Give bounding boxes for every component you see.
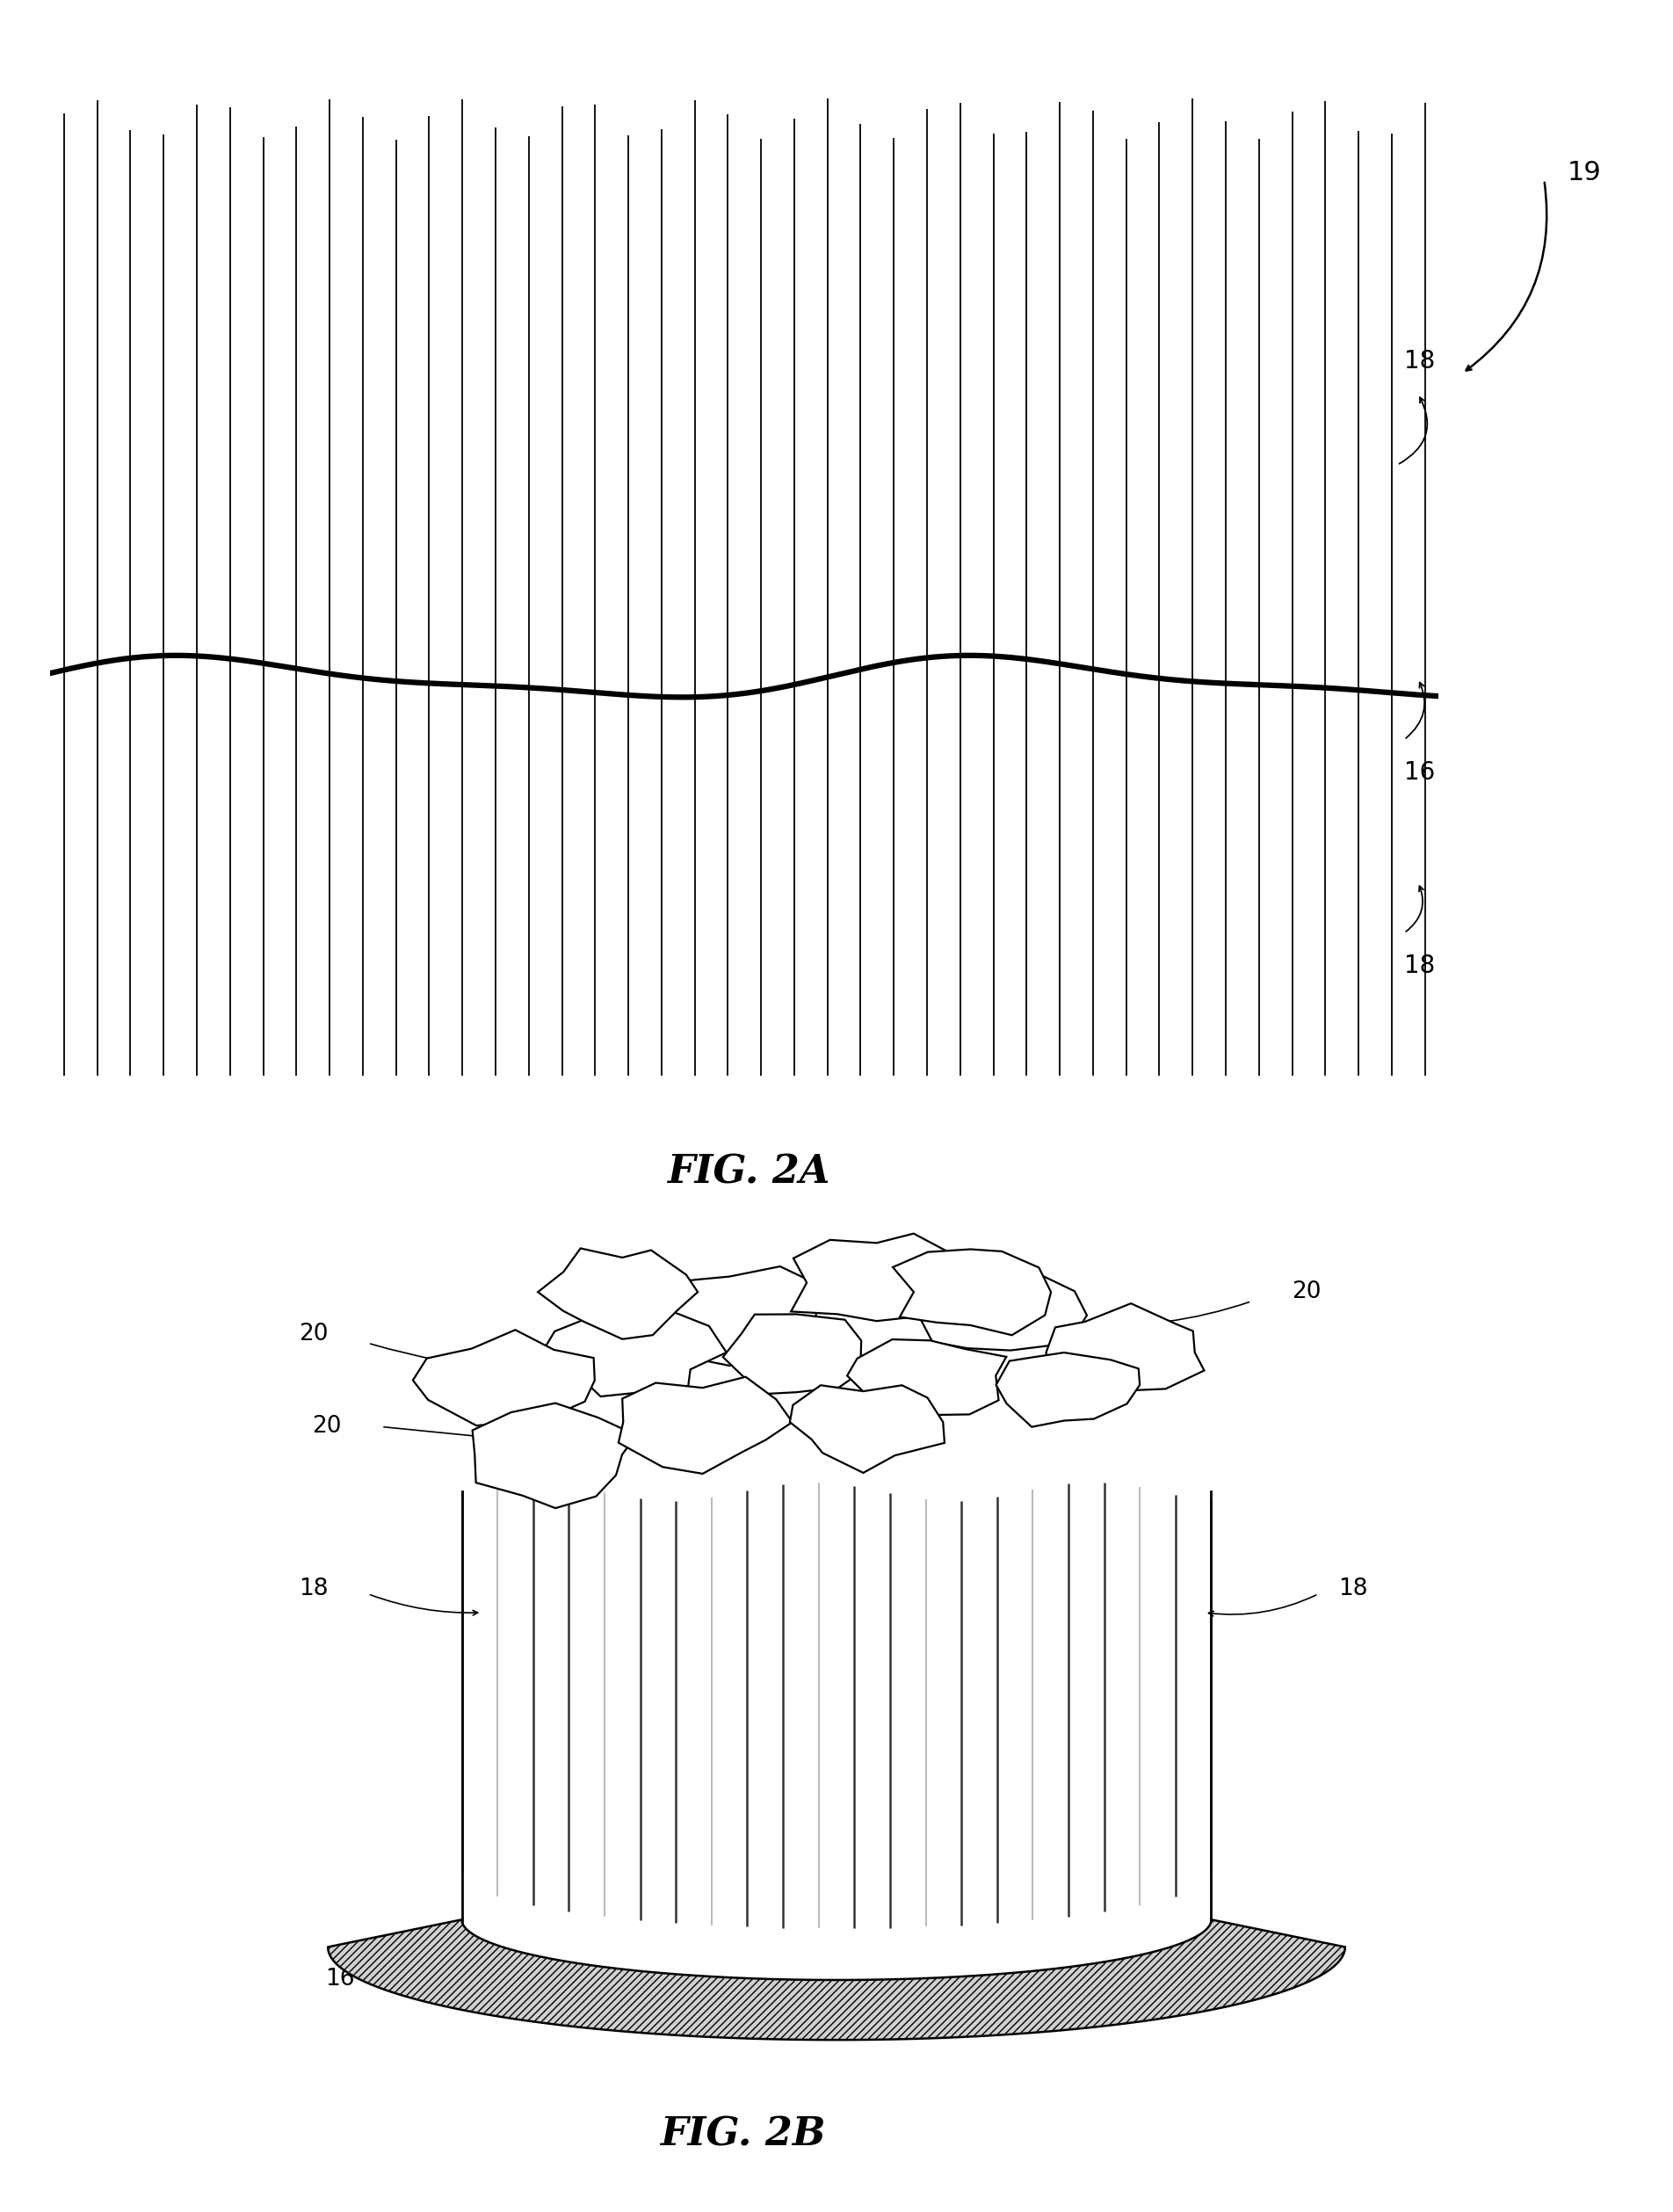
Polygon shape bbox=[328, 1920, 1345, 2039]
Text: FIG. 2A: FIG. 2A bbox=[666, 1152, 830, 1192]
Text: 18: 18 bbox=[1404, 953, 1435, 978]
Text: 20: 20 bbox=[298, 1323, 328, 1345]
Text: 19: 19 bbox=[1568, 159, 1601, 186]
Polygon shape bbox=[649, 1267, 818, 1365]
Text: 18: 18 bbox=[1338, 1577, 1369, 1601]
Polygon shape bbox=[472, 1402, 636, 1509]
Polygon shape bbox=[791, 1234, 985, 1321]
Polygon shape bbox=[995, 1352, 1139, 1427]
Text: 16: 16 bbox=[1404, 761, 1435, 785]
Polygon shape bbox=[542, 1298, 726, 1396]
Polygon shape bbox=[918, 1263, 1087, 1349]
Polygon shape bbox=[790, 1385, 945, 1473]
Text: 18: 18 bbox=[298, 1577, 328, 1601]
Polygon shape bbox=[723, 1314, 862, 1394]
Text: 18: 18 bbox=[1404, 349, 1435, 374]
Polygon shape bbox=[847, 1340, 1007, 1418]
Polygon shape bbox=[619, 1376, 793, 1473]
Polygon shape bbox=[893, 1250, 1051, 1336]
Text: 16: 16 bbox=[325, 1969, 355, 1991]
Text: 20: 20 bbox=[1292, 1281, 1322, 1303]
Polygon shape bbox=[539, 1248, 698, 1338]
Text: 20: 20 bbox=[311, 1416, 341, 1438]
Polygon shape bbox=[413, 1329, 594, 1425]
Text: FIG. 2B: FIG. 2B bbox=[659, 2115, 826, 2154]
Polygon shape bbox=[1046, 1303, 1205, 1391]
